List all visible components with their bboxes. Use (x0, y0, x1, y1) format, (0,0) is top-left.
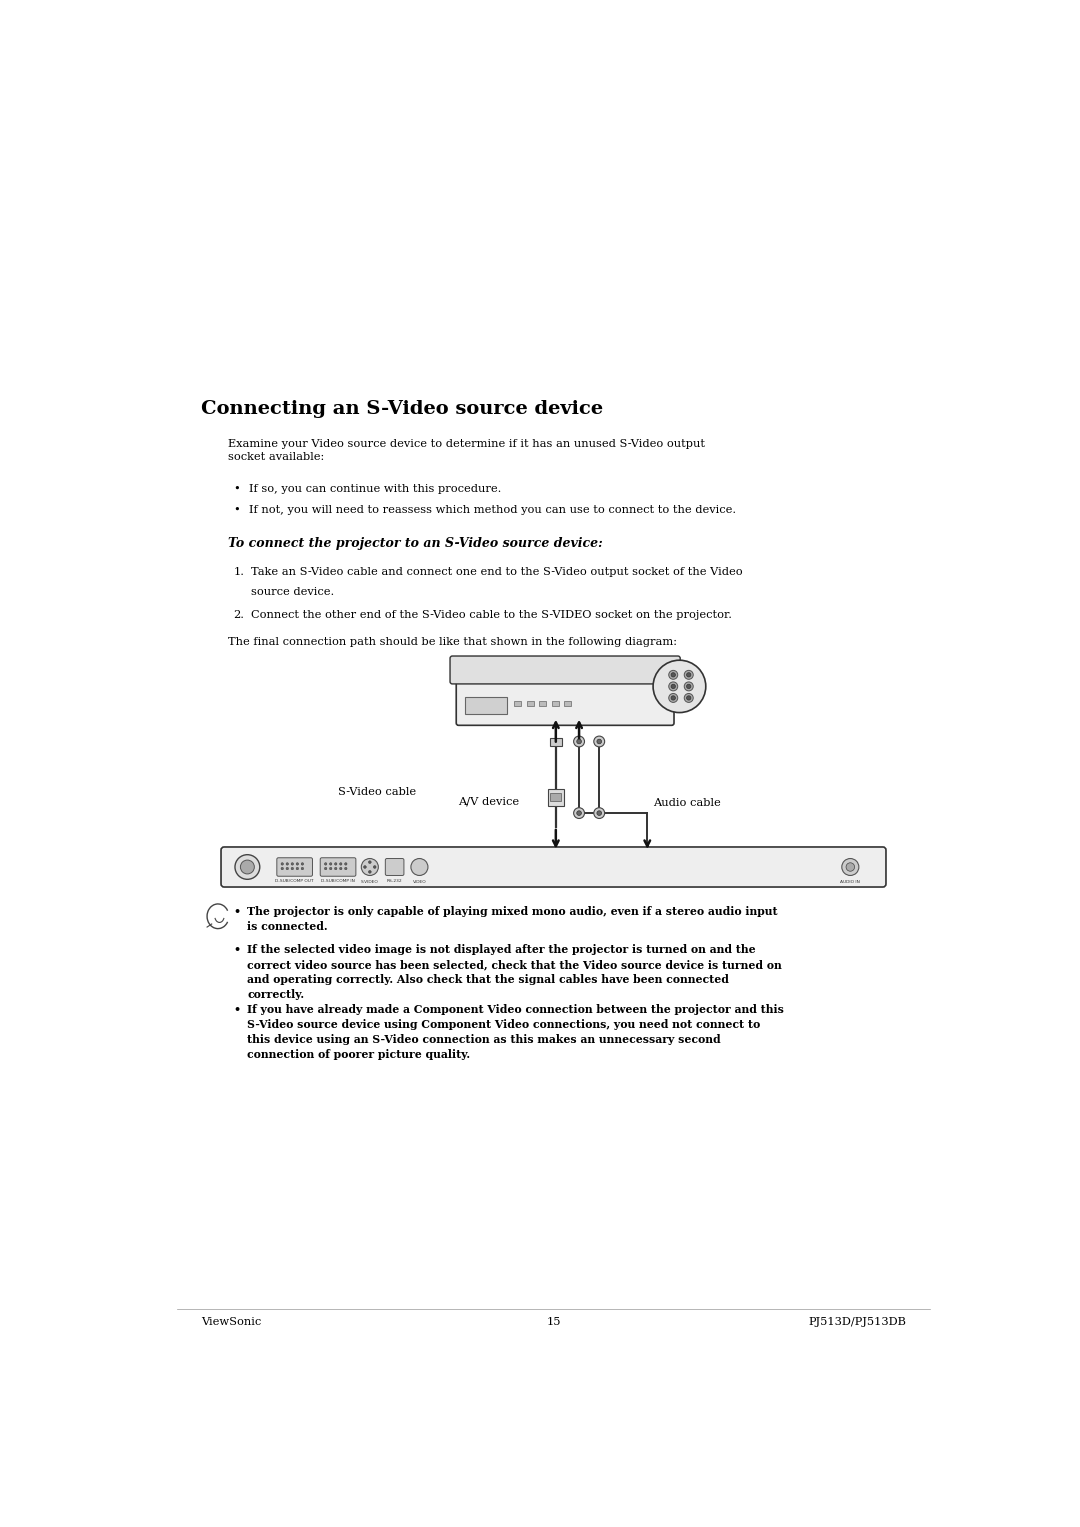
Text: ViewSonic: ViewSonic (201, 1316, 261, 1327)
Circle shape (324, 863, 327, 866)
Circle shape (573, 736, 584, 747)
Text: Audio cable: Audio cable (653, 799, 721, 808)
Text: 2.: 2. (233, 609, 244, 620)
Text: S-VIDEO: S-VIDEO (361, 880, 379, 884)
Text: •: • (233, 1005, 241, 1015)
Circle shape (292, 863, 294, 866)
Circle shape (281, 863, 283, 866)
Circle shape (364, 866, 366, 869)
Text: The projector is only capable of playing mixed mono audio, even if a stereo audi: The projector is only capable of playing… (247, 906, 778, 931)
Circle shape (339, 863, 342, 866)
Circle shape (685, 693, 693, 702)
Bar (527, 701, 534, 705)
FancyBboxPatch shape (221, 847, 886, 887)
Circle shape (339, 867, 342, 870)
Circle shape (345, 863, 347, 866)
Text: Connecting an S-Video source device: Connecting an S-Video source device (201, 400, 603, 418)
Text: D-SUB/COMP OUT: D-SUB/COMP OUT (275, 878, 314, 883)
Text: Connect the other end of the S-Video cable to the S-VIDEO socket on the projecto: Connect the other end of the S-Video cab… (252, 609, 732, 620)
Circle shape (286, 863, 288, 866)
Text: •: • (233, 944, 241, 954)
Text: If the selected video image is not displayed after the projector is turned on an: If the selected video image is not displ… (247, 944, 782, 1000)
Text: Take an S-Video cable and connect one end to the S-Video output socket of the Vi: Take an S-Video cable and connect one en… (252, 567, 743, 577)
Circle shape (324, 867, 327, 870)
Circle shape (329, 867, 332, 870)
Circle shape (335, 867, 337, 870)
Circle shape (296, 867, 298, 870)
Circle shape (292, 867, 294, 870)
Text: The final connection path should be like that shown in the following diagram:: The final connection path should be like… (228, 637, 677, 647)
Circle shape (685, 683, 693, 690)
Circle shape (687, 696, 691, 699)
Bar (464, 696, 508, 713)
Circle shape (281, 867, 283, 870)
Text: If so, you can continue with this procedure.: If so, you can continue with this proced… (248, 484, 501, 493)
Bar (551, 794, 562, 802)
Circle shape (685, 670, 693, 680)
Text: Examine your Video source device to determine if it has an unused S-Video output: Examine your Video source device to dete… (228, 438, 705, 463)
Circle shape (671, 696, 675, 699)
Circle shape (573, 808, 584, 818)
Text: If not, you will need to reassess which method you can use to connect to the dev: If not, you will need to reassess which … (248, 505, 737, 515)
Bar (539, 701, 546, 705)
Circle shape (374, 866, 376, 869)
Text: •: • (233, 505, 240, 515)
Circle shape (410, 858, 428, 875)
Text: A/V device: A/V device (459, 796, 519, 806)
Circle shape (597, 811, 602, 815)
Circle shape (841, 858, 859, 875)
Circle shape (671, 673, 675, 676)
Bar (564, 701, 571, 705)
Circle shape (594, 808, 605, 818)
Circle shape (301, 863, 303, 866)
Circle shape (653, 660, 706, 713)
Circle shape (597, 739, 602, 744)
FancyBboxPatch shape (456, 675, 674, 725)
Circle shape (671, 684, 675, 689)
Text: PJ513D/PJ513DB: PJ513D/PJ513DB (808, 1316, 906, 1327)
Text: To connect the projector to an S-Video source device:: To connect the projector to an S-Video s… (228, 538, 603, 550)
FancyBboxPatch shape (450, 657, 680, 684)
Circle shape (669, 683, 678, 690)
Text: 1.: 1. (233, 567, 244, 577)
Bar (514, 701, 522, 705)
Text: source device.: source device. (252, 586, 335, 597)
Text: S-Video cable: S-Video cable (338, 786, 416, 797)
Text: If you have already made a Component Video connection between the projector and : If you have already made a Component Vid… (247, 1005, 784, 1060)
Circle shape (669, 693, 678, 702)
Circle shape (286, 867, 288, 870)
Circle shape (296, 863, 298, 866)
Text: VIDEO: VIDEO (413, 880, 427, 884)
Circle shape (687, 684, 691, 689)
Circle shape (368, 861, 372, 864)
Bar (548, 789, 564, 806)
FancyBboxPatch shape (276, 858, 312, 876)
Circle shape (329, 863, 332, 866)
Circle shape (301, 867, 303, 870)
Circle shape (577, 811, 581, 815)
Text: AUDIO IN: AUDIO IN (840, 880, 861, 884)
Circle shape (335, 863, 337, 866)
Text: D-SUB/COMP IN: D-SUB/COMP IN (321, 878, 355, 883)
Circle shape (241, 860, 255, 873)
Bar (552, 701, 558, 705)
Circle shape (345, 867, 347, 870)
Circle shape (577, 739, 581, 744)
Text: •: • (233, 906, 241, 916)
FancyBboxPatch shape (321, 858, 356, 876)
Circle shape (669, 670, 678, 680)
Circle shape (846, 863, 854, 872)
Circle shape (687, 673, 691, 676)
Circle shape (235, 855, 260, 880)
Bar (550, 739, 562, 747)
Text: •: • (233, 484, 240, 493)
Text: RS-232: RS-232 (387, 878, 403, 883)
FancyBboxPatch shape (386, 858, 404, 875)
Circle shape (368, 870, 372, 873)
Text: 15: 15 (546, 1316, 561, 1327)
Circle shape (594, 736, 605, 747)
Circle shape (362, 858, 378, 875)
